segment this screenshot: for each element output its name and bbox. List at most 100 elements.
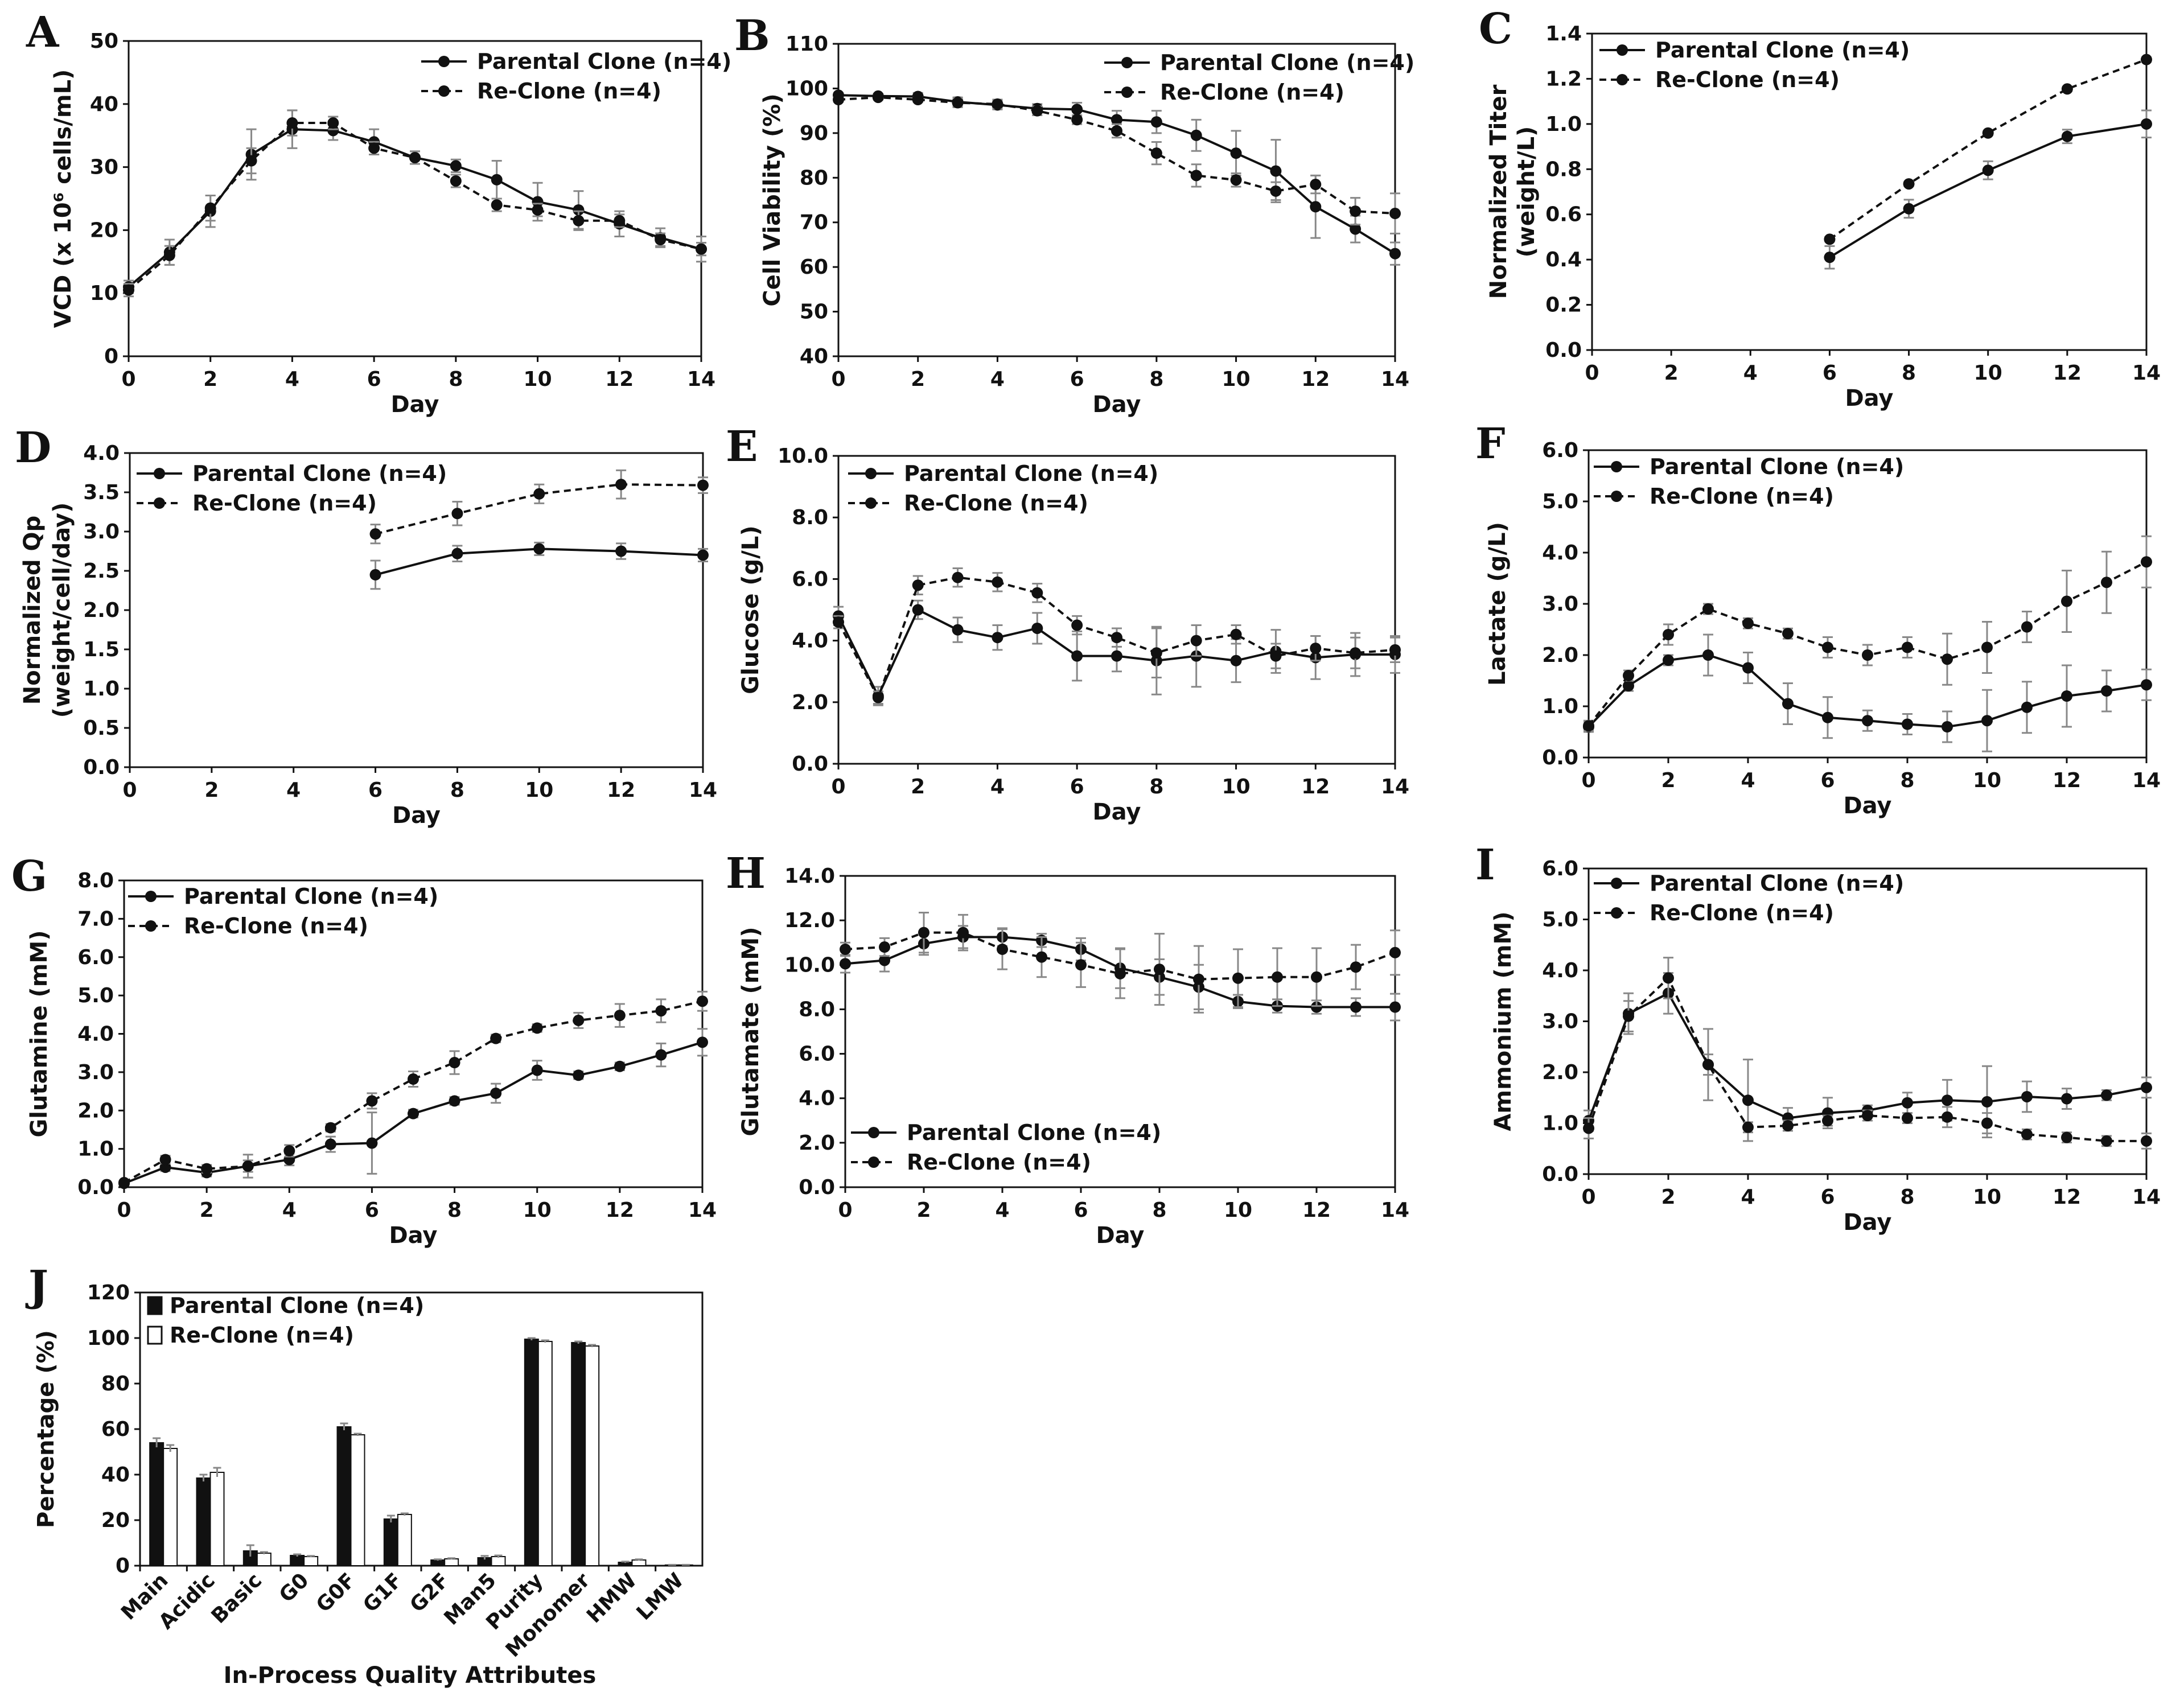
data-point xyxy=(1982,164,1994,176)
data-point xyxy=(1114,968,1126,979)
panel-letter: I xyxy=(1475,841,1495,890)
x-tick-label: 10 xyxy=(1974,361,2002,385)
data-point xyxy=(1782,698,1794,710)
x-tick-label: 0 xyxy=(122,779,137,802)
y-tick-label: 0.0 xyxy=(792,752,828,776)
data-point xyxy=(491,174,503,186)
data-point xyxy=(697,995,708,1007)
series-line xyxy=(838,96,1396,215)
data-point xyxy=(992,98,1003,110)
y-tick-label: 1.2 xyxy=(1545,67,1582,90)
y-tick-label: 1.0 xyxy=(1542,695,1578,718)
data-point xyxy=(369,528,381,540)
legend: Parental Clone (n=4) Re-Clone (n=4) xyxy=(851,1120,1161,1175)
data-point xyxy=(1742,1121,1754,1133)
series-reclone xyxy=(123,109,707,298)
data-point xyxy=(1232,972,1244,984)
legend-label-parental: Parental Clone (n=4) xyxy=(477,49,731,74)
data-point xyxy=(697,479,709,491)
y-tick-label: 70 xyxy=(800,211,828,234)
y-axis-label-line2: (weight/cell/day) xyxy=(49,503,75,718)
data-point xyxy=(1272,971,1283,983)
panel-e: E 0.0 2.0 4.0 6.0 8.0 10.0 Glucose (g/L) 0 2 4 6 8 10… xyxy=(726,422,1409,825)
y-tick-label: 80 xyxy=(800,166,828,190)
panel-letter: F xyxy=(1475,419,1506,468)
y-tick-label: 1.0 xyxy=(1545,113,1582,136)
x-axis-label: Day xyxy=(1092,392,1141,418)
y-axis-label: Normalized Titer xyxy=(1486,84,1512,299)
x-tick-label: 12 xyxy=(607,779,635,802)
data-point xyxy=(1981,1096,1993,1108)
y-tick-label: 2.0 xyxy=(1542,644,1578,667)
data-point xyxy=(408,1073,419,1085)
x-axis-label: Day xyxy=(390,392,439,418)
data-point xyxy=(1981,1117,1993,1129)
y-tick-label: 0 xyxy=(104,345,118,368)
data-point xyxy=(118,1176,130,1188)
y-tick-label: 120 xyxy=(87,1281,130,1304)
bar-parental xyxy=(571,1342,586,1566)
data-point xyxy=(1150,147,1162,159)
series-line xyxy=(837,576,1396,701)
plot-frame xyxy=(1591,32,2148,351)
x-tick-label: 10 xyxy=(1973,769,2001,792)
x-tick-label: 0 xyxy=(831,775,845,798)
legend-marker-reclone xyxy=(1121,87,1133,98)
data-point xyxy=(2141,1135,2152,1147)
y-axis-label-line2: (weight/L) xyxy=(1513,126,1540,258)
plot-frame xyxy=(844,875,1396,1188)
x-tick-label: 2 xyxy=(1664,361,1679,385)
x-tick-label: 10 xyxy=(1222,775,1251,798)
legend-label-reclone: Re-Clone (n=4) xyxy=(170,1323,354,1348)
x-tick-label: 8 xyxy=(1900,1186,1914,1209)
y-tick-label: 6.0 xyxy=(77,946,114,969)
category-label: G1F xyxy=(359,1569,407,1617)
data-point xyxy=(1075,959,1087,971)
legend-marker-reclone xyxy=(1611,491,1622,502)
data-point xyxy=(1822,641,1833,653)
y-tick-label: 4.0 xyxy=(792,629,828,653)
data-point xyxy=(1782,628,1794,640)
data-point xyxy=(2021,1129,2033,1141)
data-point xyxy=(1902,1112,1913,1124)
bar-reclone xyxy=(256,1553,272,1566)
bar-reclone xyxy=(397,1514,412,1566)
y-tick-label: 90 xyxy=(800,122,828,145)
x-tick-label: 2 xyxy=(911,775,925,798)
data-point xyxy=(531,1022,543,1034)
y-tick-label: 5.0 xyxy=(1542,490,1578,513)
panel-g: G 0.0 1.0 2.0 3.0 4.0 5.0 6.0 7.0 8.0 Glutamine (m… xyxy=(11,852,717,1249)
x-axis-label: In-Process Quality Attributes xyxy=(224,1662,597,1689)
data-point xyxy=(1071,114,1083,126)
data-point xyxy=(1389,208,1401,220)
data-point xyxy=(615,479,627,491)
legend: Parental Clone (n=4) Re-Clone (n=4) xyxy=(1594,454,1904,509)
data-point xyxy=(1190,129,1202,141)
y-tick-label: 0.0 xyxy=(1542,1163,1578,1186)
x-tick-label: 8 xyxy=(1152,1199,1166,1222)
legend-label-reclone: Re-Clone (n=4) xyxy=(1655,67,1840,92)
data-point xyxy=(450,160,462,172)
y-tick-label: 2.0 xyxy=(1542,1061,1578,1084)
series-line xyxy=(375,483,704,536)
bar-reclone xyxy=(303,1556,319,1566)
bar-parental xyxy=(383,1518,398,1566)
data-point xyxy=(532,196,544,208)
x-tick-label: 4 xyxy=(285,368,299,391)
legend: Parental Clone (n=4) Re-Clone (n=4) xyxy=(421,49,731,104)
data-point xyxy=(1230,174,1242,186)
x-tick-label: 12 xyxy=(2053,769,2081,792)
data-point xyxy=(1663,629,1674,640)
data-point xyxy=(1824,233,1836,245)
panel-letter: H xyxy=(726,849,766,898)
data-point xyxy=(1150,116,1162,128)
data-point xyxy=(952,571,964,583)
legend-marker-parental xyxy=(868,1127,879,1138)
data-point xyxy=(1942,721,1953,732)
data-point xyxy=(1230,655,1242,666)
legend-label-reclone: Re-Clone (n=4) xyxy=(1650,484,1834,509)
data-point xyxy=(912,579,924,591)
data-point xyxy=(1350,223,1362,235)
data-point xyxy=(1350,1001,1362,1013)
data-point xyxy=(327,117,339,129)
